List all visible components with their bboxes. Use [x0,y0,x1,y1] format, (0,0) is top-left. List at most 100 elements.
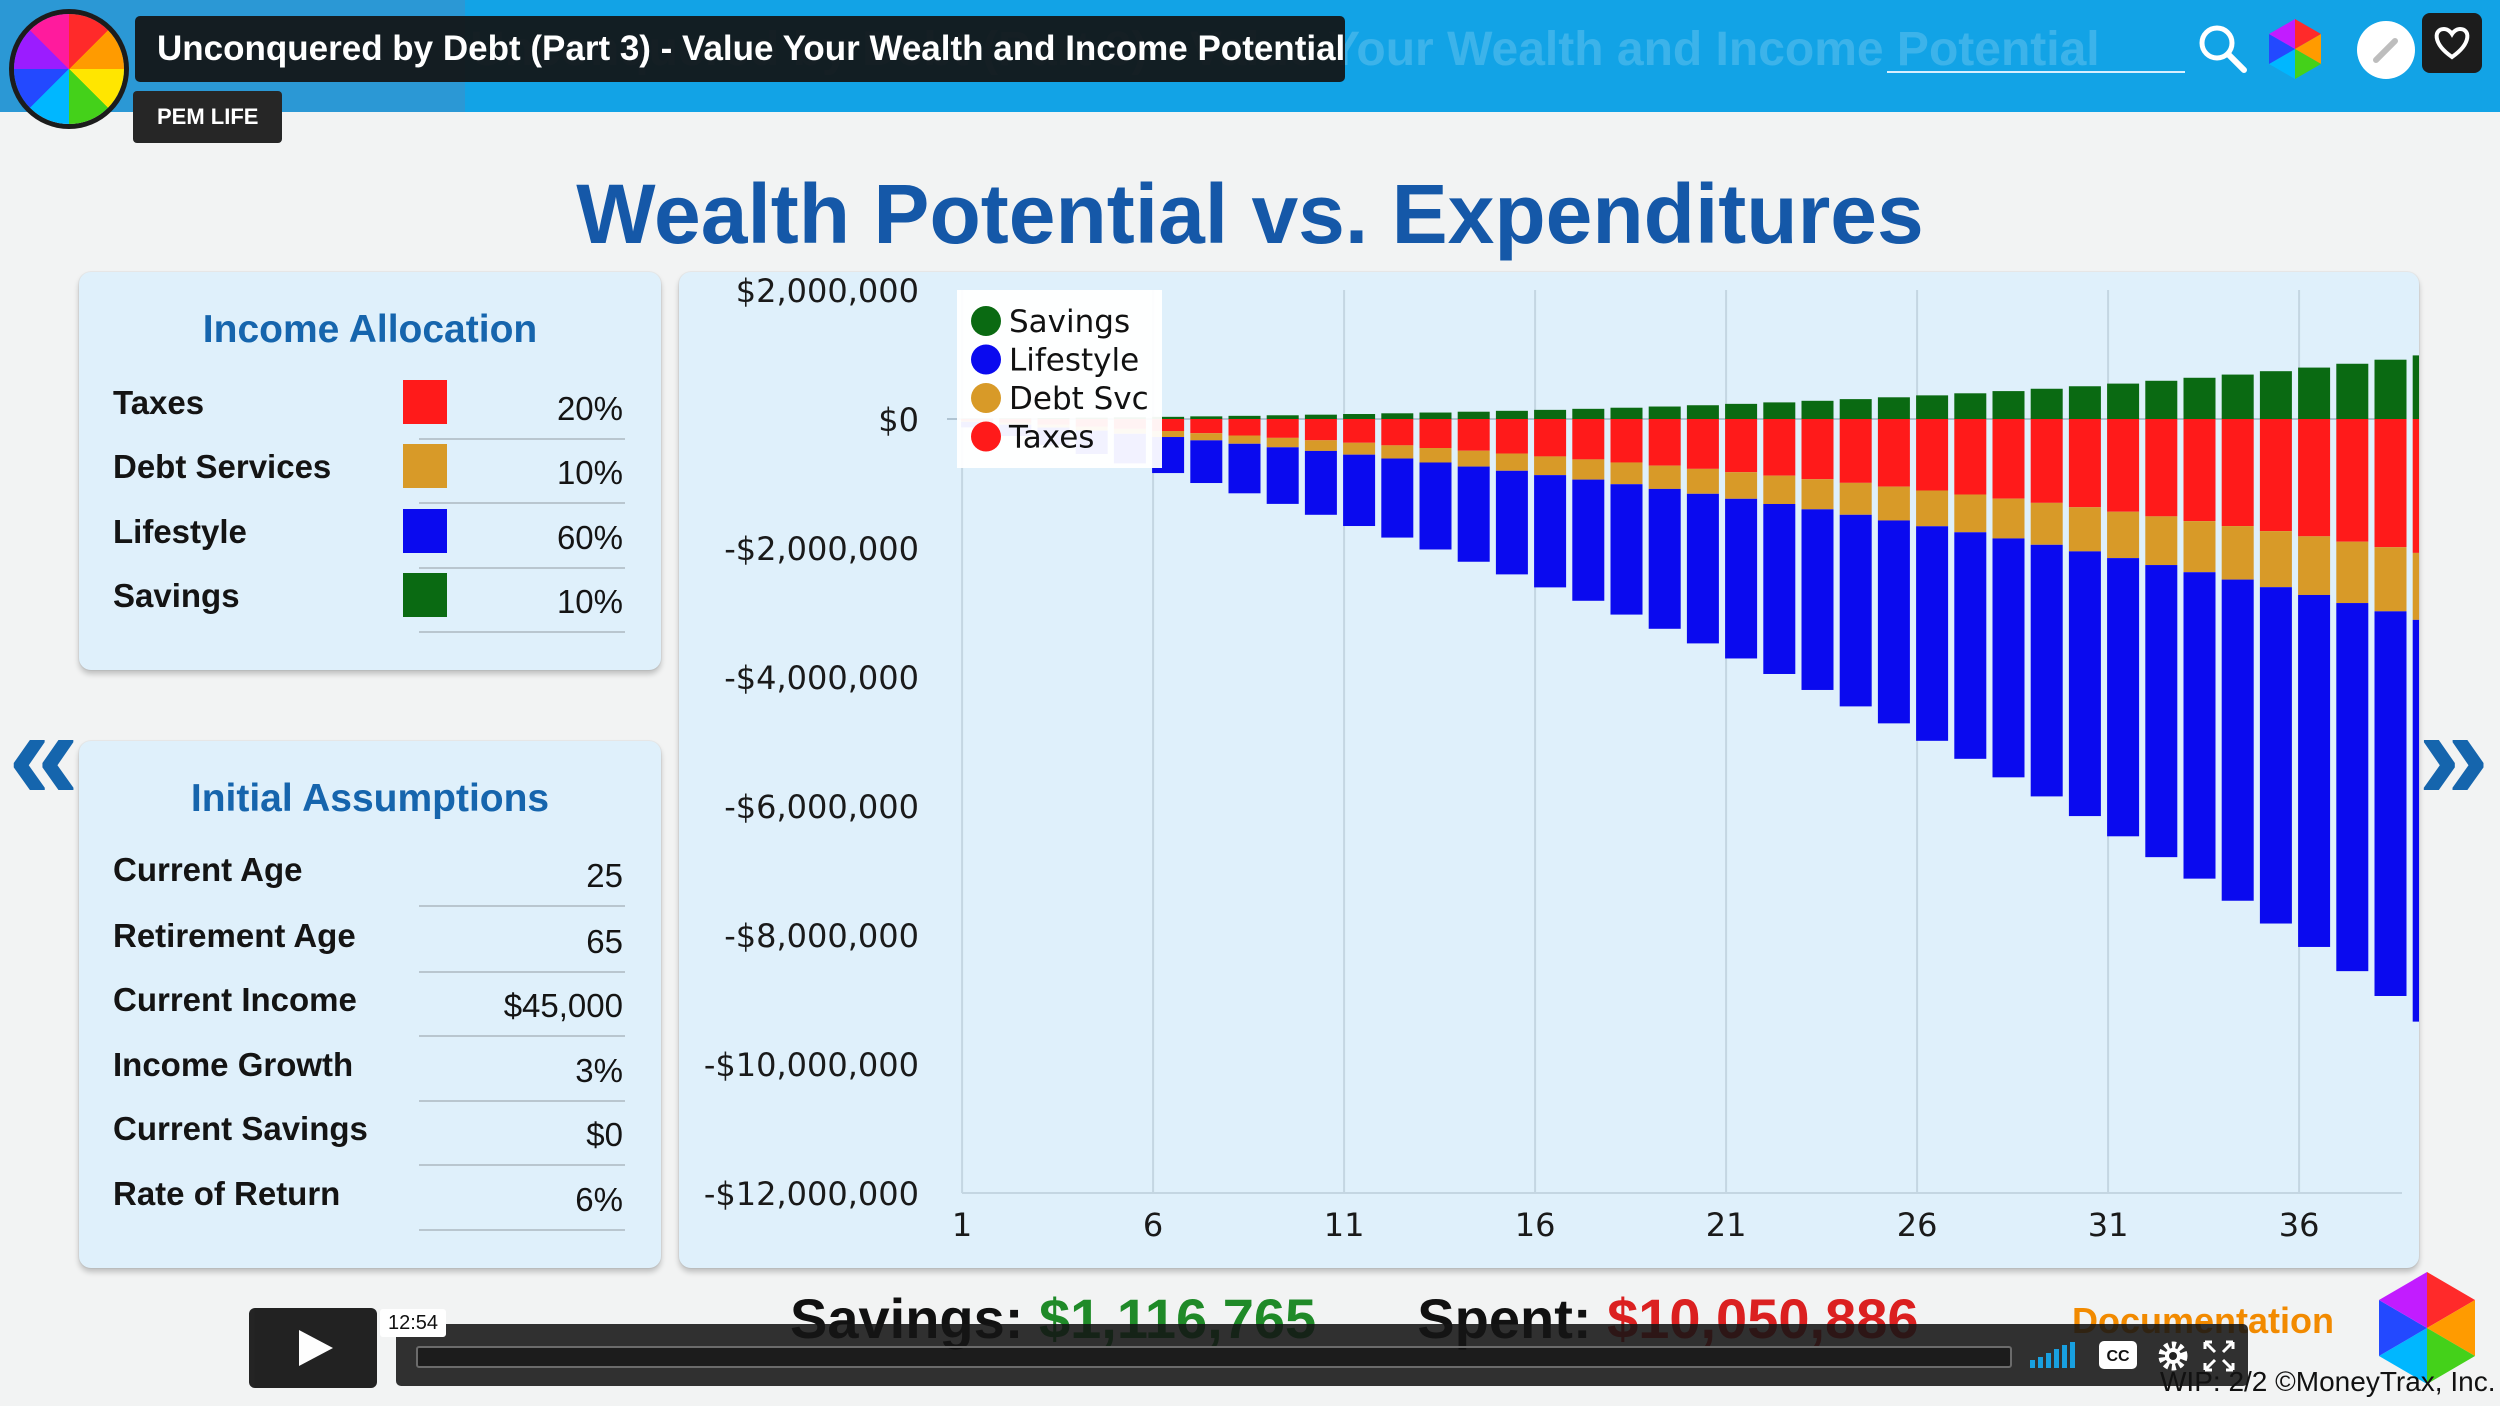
assumption-row-rate-of-return: Rate of Return 6% [79,1171,661,1231]
allocation-value[interactable]: 20% [556,390,623,427]
bar-savings [1152,416,1185,419]
bar-debt-svc [1725,472,1758,499]
bar-debt-svc [2336,541,2369,604]
allocation-label: Savings [113,577,240,614]
search-icon[interactable] [2196,22,2248,74]
channel-logo-icon[interactable] [14,14,124,124]
bar-taxes [1801,419,1834,480]
assumption-value[interactable]: 25 [586,857,623,894]
bar-lifestyle [2259,587,2292,924]
pencil-icon[interactable] [2357,21,2415,79]
next-slide-button[interactable]: » [2418,684,2490,827]
play-button[interactable] [249,1308,377,1388]
bar-taxes [1228,419,1261,436]
bar-savings [1419,412,1452,419]
allocation-row-debt-services: Debt Services 10% [79,444,661,504]
colorful-hexagon-icon[interactable] [2262,16,2328,82]
bar-taxes [1725,419,1758,473]
allocation-label: Taxes [113,384,205,421]
bar-debt-svc [1648,465,1681,489]
assumption-value[interactable]: $0 [586,1116,623,1153]
volume-icon[interactable] [2030,1342,2078,1368]
bar-taxes [1839,419,1872,483]
legend-marker [971,421,1001,452]
bar-savings [1190,416,1223,419]
x-tick-label: 36 [2279,1206,2320,1244]
bar-lifestyle [1877,520,1910,724]
video-title[interactable]: Unconquered by Debt (Part 3) - Value You… [135,16,1345,82]
assumption-label: Income Growth [113,1046,354,1083]
bar-lifestyle [1610,484,1643,615]
bar-taxes [1304,419,1337,441]
previous-slide-button[interactable]: « [8,684,80,827]
y-tick-label: $2,000,000 [736,272,919,310]
allocation-value[interactable]: 10% [556,454,623,491]
debt-services-color-swatch [403,444,447,488]
bar-lifestyle [1686,493,1719,644]
assumption-value[interactable]: 65 [586,923,623,960]
assumption-value[interactable]: $45,000 [503,987,623,1024]
bar-debt-svc [2068,507,2101,552]
heart-icon[interactable] [2422,13,2482,73]
bar-taxes [1916,419,1949,491]
allocation-row-savings: Savings 10% [79,573,661,633]
bar-lifestyle [1534,475,1567,588]
moneytrax-logo-icon [2379,1272,2475,1384]
bar-savings [1304,414,1337,419]
bar-savings [2221,374,2254,419]
video-progress-bar[interactable] [416,1346,2012,1368]
bar-debt-svc [2412,552,2419,620]
bar-taxes [2183,419,2216,522]
bar-debt-svc [1916,490,1949,527]
search-input-underline[interactable] [1887,71,2185,73]
fullscreen-icon[interactable] [2203,1340,2235,1372]
y-tick-label: -$10,000,000 [704,1046,919,1084]
lifestyle-color-swatch [403,509,447,553]
bar-taxes [1457,419,1490,451]
bar-taxes [2030,419,2063,503]
bar-debt-svc [1304,440,1337,451]
x-tick-label: 16 [1515,1206,1556,1244]
allocation-value[interactable]: 10% [556,583,623,620]
y-tick-label: $0 [878,401,919,439]
allocation-value[interactable]: 60% [556,519,623,556]
bar-taxes [1610,419,1643,463]
bar-savings [1457,411,1490,419]
bar-lifestyle [1457,466,1490,562]
bar-debt-svc [1686,468,1719,494]
bar-taxes [1343,419,1376,443]
bar-lifestyle [1725,498,1758,659]
bar-lifestyle [1763,503,1796,674]
bar-lifestyle [1954,532,1987,759]
svg-text:CC: CC [2106,1348,2130,1365]
allocation-row-lifestyle: Lifestyle 60% [79,509,661,569]
bar-lifestyle [2298,594,2331,947]
bar-debt-svc [1266,437,1299,448]
bar-savings [1534,409,1567,419]
channel-name[interactable]: PEM LIFE [133,91,283,143]
bar-taxes [1763,419,1796,476]
bar-savings [2183,377,2216,419]
bar-taxes [1954,419,1987,495]
cc-icon[interactable]: CC [2098,1340,2138,1370]
bar-taxes [2221,419,2254,527]
assumption-value[interactable]: 3% [575,1052,623,1089]
bar-lifestyle [2068,551,2101,817]
bar-savings [2374,359,2407,419]
bar-taxes [1648,419,1681,466]
bar-debt-svc [1572,459,1605,480]
bar-lifestyle [2336,603,2369,972]
bar-lifestyle [2412,619,2419,1022]
assumption-value[interactable]: 6% [575,1181,623,1218]
settings-icon[interactable] [2155,1338,2191,1374]
bar-debt-svc [1152,431,1185,438]
video-controls-bar[interactable] [396,1324,2248,1386]
bar-debt-svc [1839,482,1872,515]
legend-label: Lifestyle [1009,343,1139,379]
x-tick-label: 1 [952,1206,972,1244]
bar-taxes [1686,419,1719,469]
bar-taxes [2374,419,2407,548]
bar-lifestyle [1916,526,1949,741]
legend-label: Debt Svc [1009,381,1149,417]
bar-savings [1992,391,2025,419]
